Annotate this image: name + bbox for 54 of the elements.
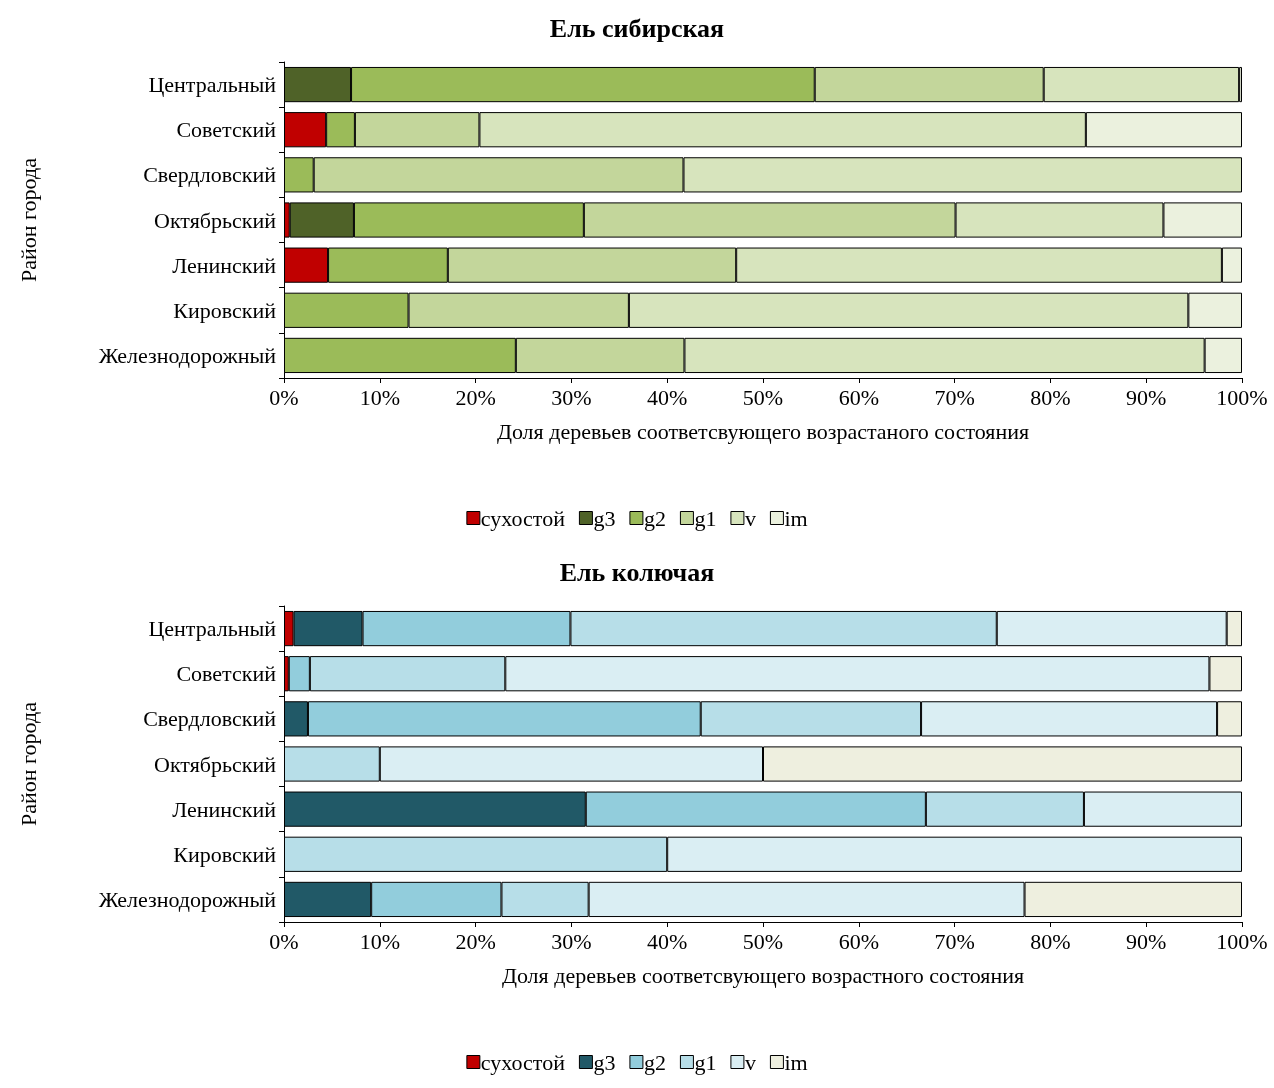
legend-label: v: [744, 1049, 756, 1075]
x-axis-title: Доля деревьев соответсвующего возрастаного состояния: [496, 418, 1030, 444]
x-tick-label: 20%: [455, 928, 496, 954]
x-tick-label: 100%: [1216, 384, 1268, 410]
y-tick-label: Ленинский: [172, 796, 277, 822]
y-tick-label: Советский: [176, 117, 277, 143]
y-tick-label: Октябрьский: [154, 751, 277, 777]
legend-label: сухостой: [480, 1049, 566, 1075]
y-axis-title: Район города: [15, 157, 41, 282]
legend-label: im: [784, 505, 808, 531]
x-tick-label: 40%: [647, 384, 688, 410]
y-tick-label: Кировский: [173, 297, 277, 323]
x-tick-label: 80%: [1030, 384, 1071, 410]
y-tick-label: Свердловский: [143, 706, 277, 732]
x-tick-label: 90%: [1126, 384, 1167, 410]
x-tick-label: 20%: [455, 384, 496, 410]
legend-label: g1: [694, 505, 717, 531]
y-tick-label: Кировский: [173, 841, 277, 867]
x-tick-label: 60%: [838, 384, 879, 410]
y-tick-label: Октябрьский: [154, 207, 277, 233]
legend-label: g3: [593, 1049, 616, 1075]
y-tick-label: Железнодорожный: [98, 886, 277, 912]
legend-label: g2: [643, 505, 666, 531]
chart-title: Ель колючая: [559, 557, 715, 587]
x-tick-label: 40%: [647, 928, 688, 954]
x-tick-label: 50%: [742, 928, 784, 954]
chart-title: Ель сибирская: [549, 13, 725, 43]
x-tick-label: 50%: [742, 384, 784, 410]
y-tick-label: Советский: [176, 661, 277, 687]
legend-label: g1: [694, 1049, 717, 1075]
x-tick-label: 70%: [934, 384, 975, 410]
legend-label: im: [784, 1049, 808, 1075]
y-tick-label: Железнодорожный: [98, 342, 277, 368]
x-tick-label: 0%: [269, 384, 299, 410]
x-tick-label: 30%: [551, 928, 592, 954]
x-tick-label: 80%: [1030, 928, 1071, 954]
x-tick-label: 0%: [269, 928, 299, 954]
x-tick-label: 100%: [1216, 928, 1268, 954]
x-tick-label: 60%: [838, 928, 879, 954]
y-tick-label: Центральный: [148, 72, 277, 98]
y-tick-label: Свердловский: [143, 162, 277, 188]
x-tick-label: 30%: [551, 384, 592, 410]
y-tick-label: Ленинский: [172, 252, 277, 278]
x-tick-label: 90%: [1126, 928, 1167, 954]
legend-label: g3: [593, 505, 616, 531]
legend-label: v: [744, 505, 756, 531]
x-tick-label: 10%: [359, 384, 400, 410]
y-axis-title: Район города: [15, 701, 41, 826]
x-tick-label: 10%: [359, 928, 400, 954]
legend-label: сухостой: [480, 505, 566, 531]
y-tick-label: Центральный: [148, 616, 277, 642]
x-axis-title: Доля деревьев соответсвующего возрастного состояния: [501, 962, 1025, 988]
legend-label: g2: [643, 1049, 666, 1075]
x-tick-label: 70%: [934, 928, 975, 954]
